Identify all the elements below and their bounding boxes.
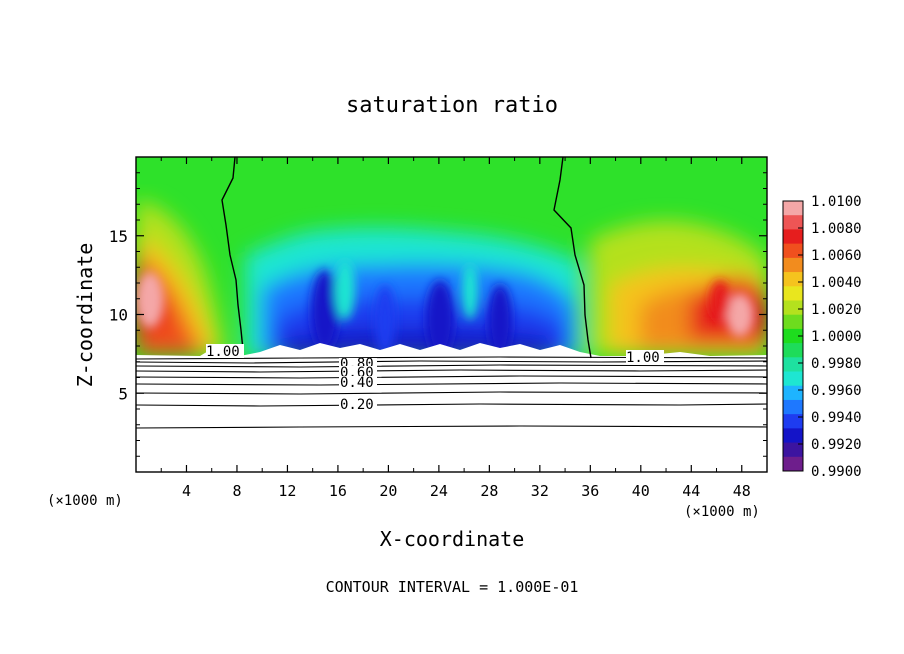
colorbar-label: 0.9940 xyxy=(811,410,862,426)
colorbar-band xyxy=(783,442,803,458)
x-unit-left: (×1000 m) xyxy=(47,493,123,509)
colorbar-band xyxy=(783,201,803,216)
contour-interval-note: CONTOUR INTERVAL = 1.000E-01 xyxy=(326,578,579,596)
contour-label-0.40: 0.40 xyxy=(340,375,374,391)
colorbar-band xyxy=(783,272,803,287)
contour-labels: 1.00 1.00 0.80 0.60 0.40 0.20 xyxy=(206,344,664,413)
colorbar: 1.0100 1.0080 1.0060 1.0040 1.0020 1.0000 0.99… xyxy=(782,194,862,480)
plot-area xyxy=(136,157,767,472)
x-axis-label: X-coordinate xyxy=(380,527,525,551)
contour-label-0.20: 0.20 xyxy=(340,397,374,413)
colorbar-band xyxy=(783,428,803,444)
colorbar-band xyxy=(783,328,803,344)
x-tick-label: 24 xyxy=(430,482,448,500)
x-tick-label: 8 xyxy=(232,482,241,500)
colorbar-band xyxy=(783,343,803,358)
x-tick-label: 40 xyxy=(632,482,650,500)
x-tick-label: 44 xyxy=(682,482,700,500)
colorbar-label: 1.0000 xyxy=(811,329,862,345)
colorbar-label: 1.0080 xyxy=(811,221,862,237)
colorbar-band xyxy=(783,286,803,301)
colorbar-band xyxy=(783,357,803,373)
colorbar-band xyxy=(783,257,803,273)
x-tick-label: 36 xyxy=(581,482,599,500)
contour-label-left: 1.00 xyxy=(206,344,240,360)
colorbar-band xyxy=(783,385,803,401)
x-tick-label: 4 xyxy=(182,482,191,500)
colorbar-label: 0.9980 xyxy=(811,356,862,372)
colorbar-band xyxy=(783,314,803,330)
colorbar-label: 1.0040 xyxy=(811,275,862,291)
colorbar-label: 1.0020 xyxy=(811,302,862,318)
y-axis: 5 10 15 xyxy=(109,172,767,457)
x-tick-label: 12 xyxy=(278,482,296,500)
colorbar-band xyxy=(783,229,803,245)
x-tick-label: 32 xyxy=(531,482,549,500)
x-tick-label: 28 xyxy=(480,482,498,500)
x-tick-label: 20 xyxy=(379,482,397,500)
y-axis-label: Z-coordinate xyxy=(73,243,97,388)
x-tick-label: 48 xyxy=(733,482,751,500)
colorbar-band xyxy=(783,399,803,415)
x-unit-right: (×1000 m) xyxy=(684,504,760,520)
y-tick-label: 5 xyxy=(118,384,128,403)
colorbar-label: 1.0060 xyxy=(811,248,862,264)
colorbar-label: 0.9900 xyxy=(811,464,862,480)
colorbar-label: 0.9920 xyxy=(811,437,862,453)
colorbar-band xyxy=(783,371,803,387)
contour-line-right-1.00 xyxy=(553,157,592,359)
contour-line-left-1.00 xyxy=(221,157,244,351)
chart-title: saturation ratio xyxy=(346,93,558,118)
y-tick-label: 10 xyxy=(109,306,128,325)
contour-label-right: 1.00 xyxy=(626,350,660,366)
colorbar-label: 1.0100 xyxy=(811,194,862,210)
colorbar-band xyxy=(783,300,803,316)
colorbar-band xyxy=(783,414,803,429)
x-tick-label: 16 xyxy=(329,482,347,500)
field-detail xyxy=(136,260,754,356)
y-tick-label: 15 xyxy=(109,227,128,246)
x-axis: 4 8 12 16 20 24 28 32 36 40 44 48 xyxy=(160,157,751,500)
colorbar-band xyxy=(783,215,803,230)
colorbar-label: 0.9960 xyxy=(811,383,862,399)
colorbar-band xyxy=(783,456,803,472)
below-cloud-region xyxy=(136,343,767,472)
colorbar-band xyxy=(783,243,803,259)
